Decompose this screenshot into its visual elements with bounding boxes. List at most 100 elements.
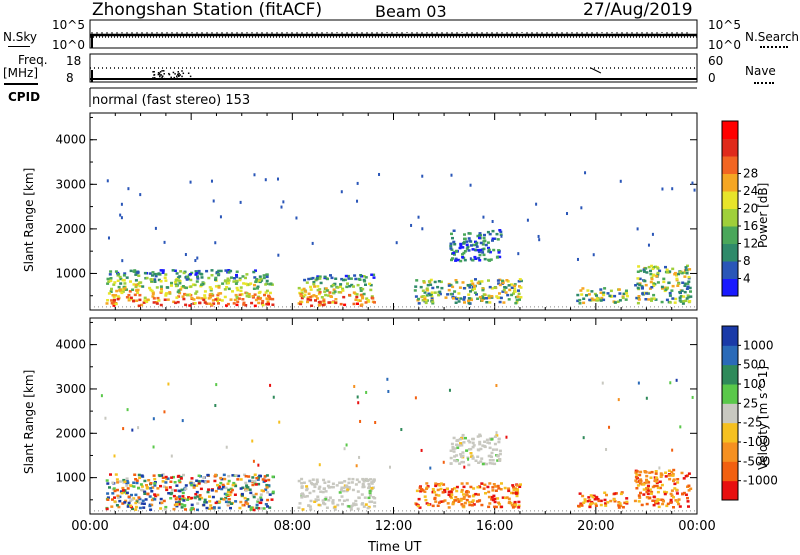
echo-pixel: [252, 270, 256, 274]
echo-pixel: [228, 493, 232, 497]
echo-pixel: [585, 294, 588, 297]
echo-pixel: [125, 288, 128, 291]
echo-pixel: [488, 250, 492, 254]
sparse-echo-pixel: [356, 199, 359, 203]
echo-pixel: [204, 501, 208, 504]
colorbar-tick-label: 500: [743, 358, 766, 372]
echo-pixel: [267, 478, 271, 482]
echo-pixel: [490, 451, 494, 455]
echo-pixel: [247, 505, 251, 508]
echo-pixel: [609, 499, 613, 503]
echo-pixel: [471, 441, 475, 445]
echo-pixel: [159, 269, 163, 272]
echo-pixel: [654, 470, 658, 473]
echo-pixel: [438, 484, 442, 487]
echo-pixel: [684, 493, 688, 496]
echo-pixel: [211, 495, 215, 499]
echo-pixel: [177, 474, 181, 478]
echo-pixel: [489, 258, 493, 261]
sparse-echo-pixel: [181, 419, 184, 423]
echo-pixel: [643, 270, 646, 273]
echo-pixel: [192, 298, 196, 301]
echo-pixel: [617, 288, 621, 291]
echo-pixel: [652, 297, 656, 300]
echo-pixel: [490, 287, 494, 290]
echo-pixel: [178, 480, 182, 484]
echo-pixel: [336, 503, 340, 507]
echo-pixel: [519, 279, 523, 283]
echo-pixel: [246, 502, 250, 505]
echo-pixel: [137, 496, 141, 499]
echo-pixel: [650, 264, 654, 268]
echo-pixel: [309, 508, 313, 511]
echo-pixel: [678, 291, 682, 294]
echo-pixel: [425, 502, 429, 505]
echo-pixel: [111, 294, 115, 297]
echo-pixel: [424, 301, 428, 305]
echo-pixel: [590, 290, 594, 293]
echo-pixel: [463, 258, 467, 262]
echo-pixel: [116, 279, 120, 282]
echo-pixel: [372, 273, 376, 277]
echo-pixel: [357, 277, 361, 281]
sparse-echo-pixel: [311, 241, 314, 245]
nsky-tick-top: 10^5: [52, 18, 85, 32]
echo-pixel: [681, 281, 685, 284]
echo-pixel: [460, 490, 464, 493]
echo-pixel: [465, 247, 469, 250]
echo-pixel: [368, 489, 372, 493]
echo-pixel: [469, 485, 473, 489]
echo-pixel: [154, 274, 158, 278]
echo-pixel: [423, 291, 427, 294]
echo-pixel: [519, 483, 522, 486]
echo-pixel: [211, 294, 215, 297]
echo-pixel: [138, 284, 142, 288]
echo-pixel: [468, 503, 472, 507]
echo-pixel: [678, 296, 682, 299]
echo-pixel: [352, 302, 356, 306]
sparse-echo-pixel: [400, 428, 403, 432]
sparse-echo-pixel: [469, 183, 472, 187]
echo-pixel: [154, 494, 158, 498]
echo-pixel: [177, 500, 181, 504]
echo-pixel: [234, 500, 238, 503]
echo-pixel: [469, 283, 473, 286]
echo-pixel: [201, 479, 205, 483]
echo-pixel: [431, 286, 435, 290]
echo-pixel: [513, 487, 517, 490]
echo-pixel: [487, 505, 491, 509]
colorbar-segment: [722, 403, 738, 424]
echo-pixel: [109, 473, 112, 476]
echo-pixel: [260, 302, 264, 305]
echo-pixel: [257, 301, 261, 305]
echo-pixel: [265, 275, 269, 279]
echo-pixel: [160, 290, 164, 293]
echo-pixel: [453, 455, 457, 458]
echo-pixel: [153, 493, 157, 496]
echo-pixel: [467, 495, 471, 498]
echo-pixel: [196, 502, 200, 505]
colorbar-tick-label: -25: [743, 416, 763, 430]
echo-pixel: [593, 498, 597, 501]
echo-pixel: [477, 256, 481, 260]
echo-pixel: [348, 293, 351, 297]
sparse-echo-pixel: [395, 241, 398, 245]
sparse-echo-pixel: [127, 187, 130, 191]
echo-pixel: [512, 486, 515, 489]
echo-pixel: [208, 302, 212, 305]
echo-pixel: [468, 441, 472, 444]
echo-pixel: [449, 292, 453, 296]
echo-pixel: [244, 489, 248, 492]
echo-pixel: [473, 284, 476, 288]
echo-pixel: [497, 437, 501, 441]
echo-pixel: [127, 299, 131, 302]
echo-pixel: [170, 281, 173, 285]
sparse-echo-pixel: [113, 454, 116, 458]
echo-pixel: [195, 490, 199, 494]
sparse-echo-pixel: [495, 384, 498, 388]
echo-pixel: [366, 299, 370, 302]
echo-pixel: [223, 295, 227, 299]
echo-pixel: [452, 450, 456, 453]
echo-pixel: [259, 507, 263, 510]
echo-pixel: [369, 478, 373, 481]
